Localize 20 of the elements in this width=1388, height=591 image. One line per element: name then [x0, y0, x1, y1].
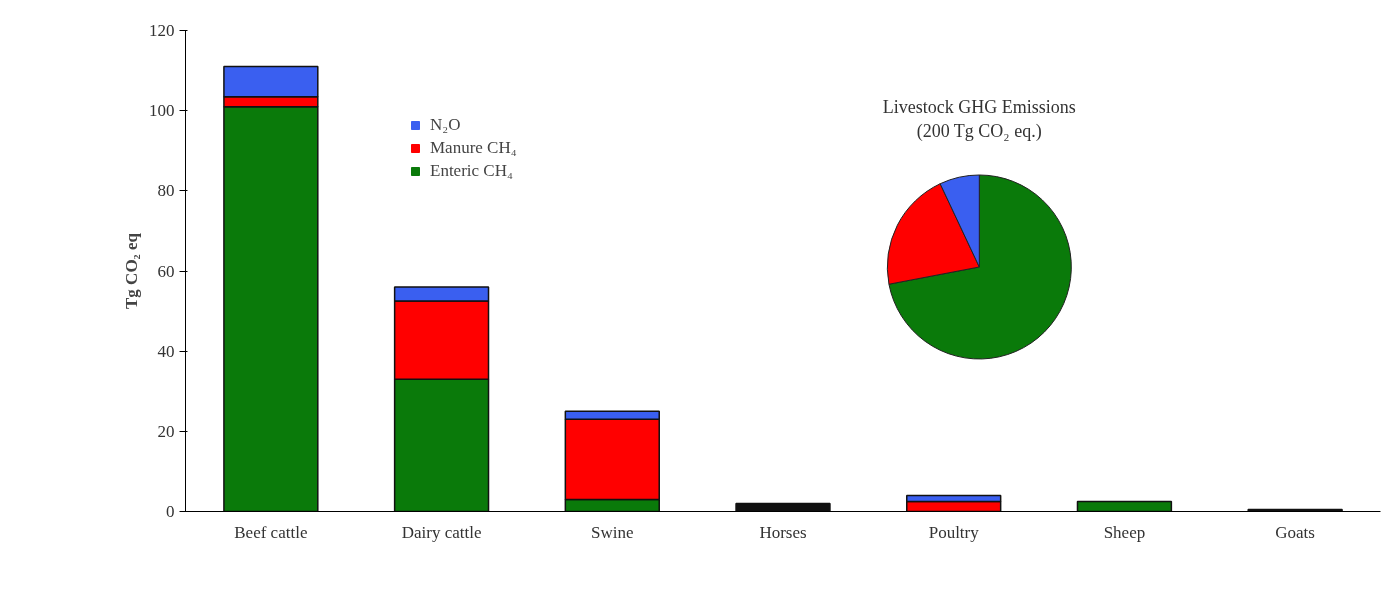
y-axis-title: Tg CO₂ eq: [122, 232, 141, 309]
chart-subtitle: (200 Tg CO₂ eq.): [916, 120, 1042, 142]
legend-label: N₂O: [430, 115, 461, 135]
legend-label: Manure CH₄: [430, 138, 517, 158]
legend-label: Enteric CH₄: [430, 161, 513, 181]
y-tick-label: 120: [149, 21, 175, 40]
x-tick-label: Horses: [759, 522, 807, 542]
x-tick-label: Sheep: [1103, 522, 1146, 542]
x-tick-label: Poultry: [928, 522, 980, 542]
y-tick-label: 0: [166, 502, 175, 521]
y-tick-label: 80: [157, 181, 175, 201]
chart-title: Livestock GHG Emissions: [882, 96, 1076, 117]
y-tick-label: 20: [157, 421, 175, 441]
x-tick-label: Beef cattle: [234, 522, 308, 542]
x-tick-label: Goats: [1275, 522, 1315, 542]
y-tick-label: 100: [149, 101, 175, 121]
y-tick-label: 60: [157, 261, 175, 281]
x-tick-label: Dairy cattle: [401, 522, 482, 542]
x-tick-label: Swine: [591, 522, 634, 542]
y-tick-label: 40: [157, 341, 175, 361]
